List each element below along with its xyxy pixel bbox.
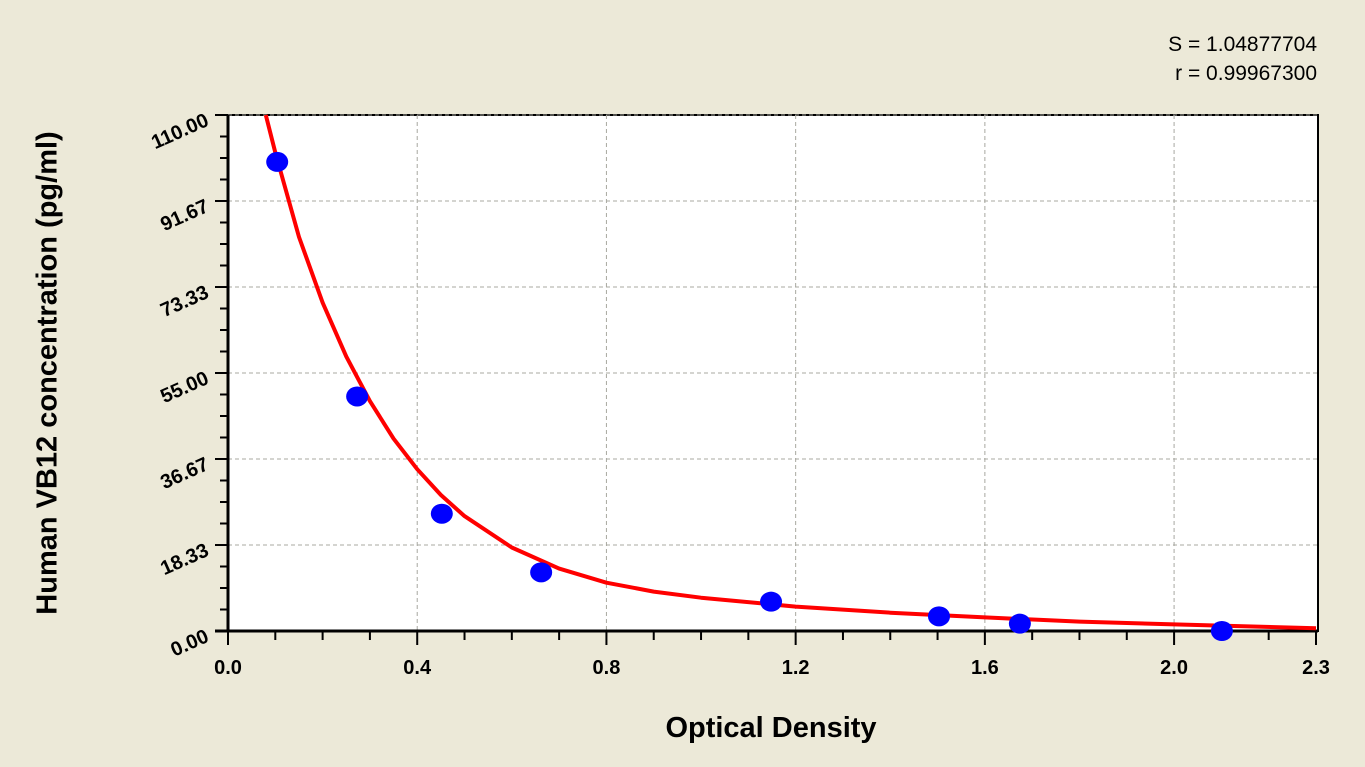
x-tick-label: 0.4 xyxy=(403,657,432,679)
data-point xyxy=(927,606,950,627)
x-tick-label: 1.2 xyxy=(782,657,810,679)
s-value: S = 1.04877704 xyxy=(1168,33,1317,56)
fitted-curve xyxy=(263,114,1317,631)
x-tick-label: 2.0 xyxy=(1160,657,1188,679)
fit-statistics: S = 1.04877704 r = 0.99967300 xyxy=(1168,30,1317,88)
curve-path xyxy=(263,114,1317,631)
grid-lines xyxy=(228,114,1318,631)
data-point xyxy=(346,386,369,407)
x-tick-label: 2.3 xyxy=(1302,657,1330,679)
x-tick-label: 0.0 xyxy=(214,657,242,679)
y-tick-label: 18.33 xyxy=(157,539,212,579)
data-point xyxy=(1008,613,1031,634)
data-point xyxy=(530,562,553,583)
plot-area xyxy=(227,114,1319,632)
x-axis-label: Optical Density xyxy=(665,712,877,744)
data-points xyxy=(266,151,1233,641)
y-tick-label: 55.00 xyxy=(157,367,212,407)
y-tick-label: 0.00 xyxy=(168,625,213,661)
y-axis: 0.00 18.33 36.67 55.00 73.33 91.67 110.00 xyxy=(148,109,230,661)
data-point xyxy=(760,591,783,612)
y-tick-label: 91.67 xyxy=(157,195,212,235)
plot-background xyxy=(228,115,1318,631)
x-axis: 0.0 0.4 0.8 1.2 1.6 2.0 2.3 xyxy=(214,629,1330,679)
r-value: r = 0.99967300 xyxy=(1175,62,1317,85)
y-tick-label: 110.00 xyxy=(148,109,212,154)
x-tick-label: 1.6 xyxy=(971,657,999,679)
data-point xyxy=(430,503,453,524)
x-tick-label: 0.8 xyxy=(593,657,621,679)
data-point xyxy=(266,151,289,172)
y-tick-label: 36.67 xyxy=(157,453,212,493)
data-point xyxy=(1210,621,1233,641)
y-tick-label: 73.33 xyxy=(157,281,212,321)
